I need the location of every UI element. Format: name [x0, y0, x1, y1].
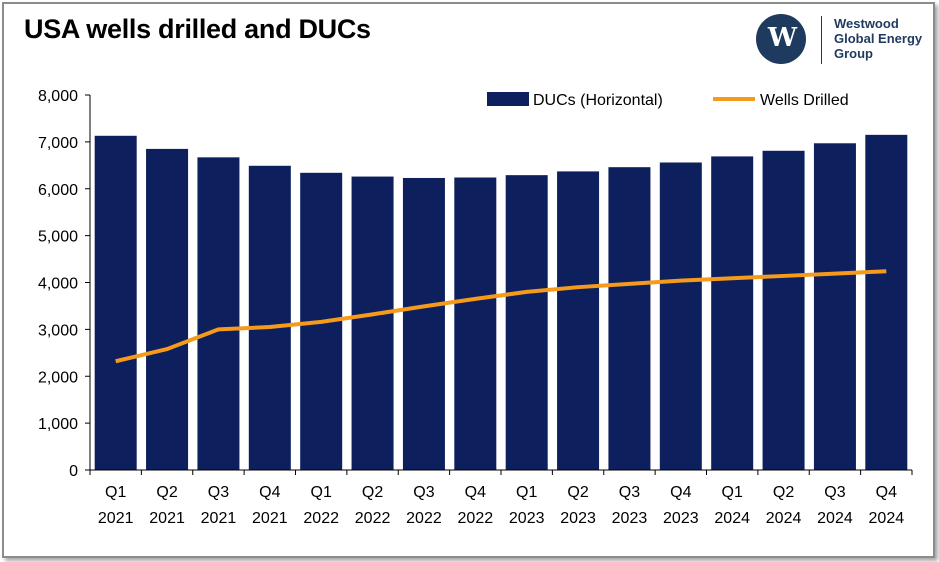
bar-ducs	[865, 134, 908, 470]
bar-ducs	[557, 171, 600, 470]
x-tick-label-year: 2024	[817, 510, 853, 527]
bar-ducs	[94, 135, 137, 470]
x-tick-label-year: 2023	[663, 510, 699, 527]
y-tick-label: 6,000	[38, 182, 78, 199]
bar-ducs	[711, 156, 754, 470]
logo-line-3: Group	[834, 46, 873, 61]
x-tick-label-quarter: Q1	[311, 484, 332, 501]
x-tick-label-quarter: Q4	[876, 484, 897, 501]
bar-ducs	[146, 148, 189, 470]
logo-divider	[821, 16, 822, 64]
y-tick-label: 5,000	[38, 229, 78, 246]
x-tick-label-quarter: Q1	[516, 484, 537, 501]
x-tick-label-quarter: Q2	[156, 484, 177, 501]
legend-label-ducs: DUCs (Horizontal)	[533, 92, 663, 109]
y-tick-label: 1,000	[38, 416, 78, 433]
x-tick-label-year: 2024	[766, 510, 802, 527]
bar-ducs	[762, 150, 805, 470]
x-tick-label-quarter: Q1	[722, 484, 743, 501]
x-tick-label-year: 2023	[612, 510, 648, 527]
bar-ducs	[659, 162, 702, 470]
x-tick-label-quarter: Q4	[670, 484, 691, 501]
x-tick-label-year: 2022	[303, 510, 339, 527]
x-tick-label-year: 2022	[355, 510, 391, 527]
westwood-logo: W Westwood Global Energy Group	[756, 14, 926, 68]
x-tick-label-quarter: Q3	[619, 484, 640, 501]
x-tick-label-year: 2022	[458, 510, 494, 527]
x-tick-label-quarter: Q4	[259, 484, 280, 501]
x-tick-label-quarter: Q3	[413, 484, 434, 501]
logo-wordmark: Westwood Global Energy Group	[834, 16, 922, 61]
legend-swatch-ducs	[487, 92, 529, 106]
bar-ducs	[402, 177, 445, 470]
x-tick-label-quarter: Q2	[362, 484, 383, 501]
x-tick-label-year: 2021	[201, 510, 237, 527]
line-wells-drilled	[115, 269, 887, 364]
x-tick-label-year: 2023	[560, 510, 596, 527]
x-tick-label-year: 2024	[869, 510, 905, 527]
bar-ducs	[197, 157, 240, 470]
bar-ducs	[351, 176, 394, 470]
legend-label-wells: Wells Drilled	[760, 92, 849, 109]
y-tick-label: 8,000	[38, 88, 78, 105]
chart-title: USA wells drilled and DUCs	[24, 14, 371, 44]
x-tick-label-quarter: Q1	[105, 484, 126, 501]
logo-line-2: Global Energy	[834, 31, 923, 46]
x-tick-label-quarter: Q2	[567, 484, 588, 501]
x-tick-label-quarter: Q3	[824, 484, 845, 501]
x-tick-label-quarter: Q2	[773, 484, 794, 501]
x-tick-label-quarter: Q3	[208, 484, 229, 501]
x-tick-label-year: 2023	[509, 510, 545, 527]
logo-monogram: W	[767, 23, 797, 53]
bar-ducs	[608, 167, 651, 470]
bar-ducs	[505, 175, 548, 470]
bar-ducs	[248, 165, 291, 470]
y-tick-label: 0	[69, 463, 78, 480]
y-tick-label: 4,000	[38, 276, 78, 293]
bar-ducs	[813, 143, 856, 470]
bar-ducs	[454, 177, 497, 470]
logo-monogram-icon: W	[756, 14, 806, 64]
x-tick-label-year: 2022	[406, 510, 442, 527]
x-tick-label-year: 2021	[252, 510, 288, 527]
y-tick-label: 2,000	[38, 369, 78, 386]
x-tick-label-year: 2021	[149, 510, 185, 527]
x-tick-label-year: 2024	[714, 510, 750, 527]
x-tick-label-year: 2021	[98, 510, 134, 527]
x-tick-label-quarter: Q4	[465, 484, 486, 501]
y-tick-label: 3,000	[38, 322, 78, 339]
logo-line-1: Westwood	[834, 16, 899, 31]
y-tick-label: 7,000	[38, 135, 78, 152]
